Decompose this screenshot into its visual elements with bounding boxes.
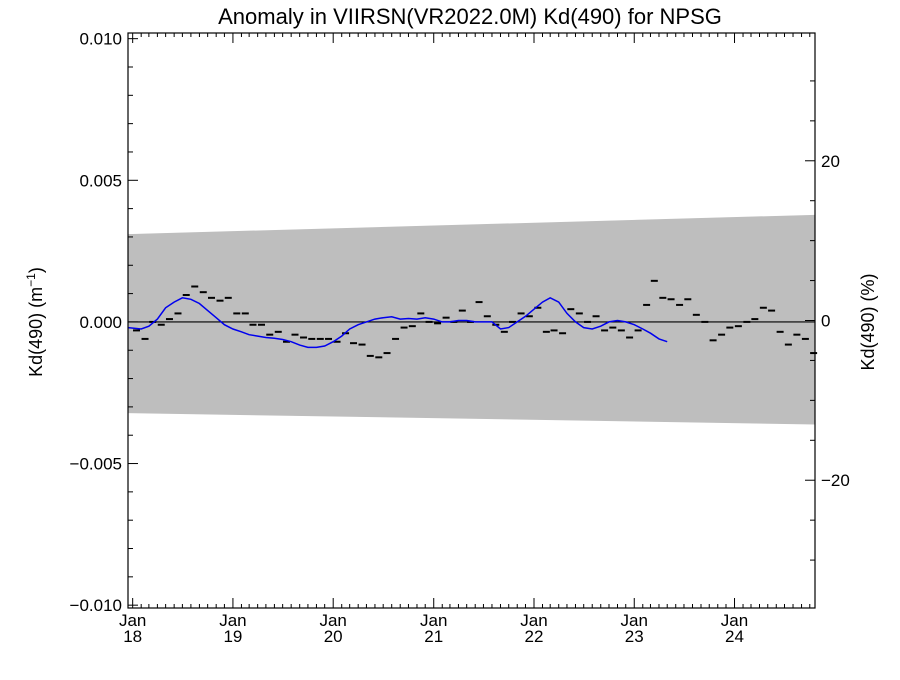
- y-tick-label: 0.005: [79, 171, 122, 190]
- y-axis-left-label-superscript: −1: [24, 273, 38, 287]
- x-tick-label-year: 22: [525, 627, 544, 646]
- y-right-tick-label: −20: [821, 471, 850, 490]
- y-axis-left-label-close: ): [26, 267, 46, 273]
- y-axis-left-label-main: Kd(490) (m: [26, 287, 46, 377]
- y-tick-label: −0.010: [70, 596, 122, 615]
- x-tick-label-year: 18: [123, 627, 142, 646]
- smoothed-anomaly-line: [128, 296, 668, 349]
- y-right-tick-label: 0: [821, 312, 830, 331]
- x-tick-label-month: Jan: [621, 611, 648, 630]
- x-tick-label-month: Jan: [319, 611, 346, 630]
- x-tick-label-month: Jan: [420, 611, 447, 630]
- x-tick-label-month: Jan: [520, 611, 547, 630]
- x-tick-label-month: Jan: [721, 611, 748, 630]
- x-tick-label-year: 19: [223, 627, 242, 646]
- monthly-anomaly-series: [133, 279, 818, 359]
- uncertainty-band: [128, 214, 815, 425]
- x-tick-label-month: Jan: [119, 611, 146, 630]
- y-right-tick-label: 20: [821, 152, 840, 171]
- chart-title: Anomaly in VIIRSN(VR2022.0M) Kd(490) for…: [218, 4, 722, 29]
- y-axis-right-label: Kd(490) (%): [858, 273, 878, 370]
- y-tick-label: −0.005: [70, 455, 122, 474]
- y-tick-label: 0.000: [79, 313, 122, 332]
- x-tick-label-year: 24: [725, 627, 744, 646]
- x-tick-label-month: Jan: [219, 611, 246, 630]
- x-tick-label-year: 21: [424, 627, 443, 646]
- y-axis-left-label: Kd(490) (m−1): [24, 267, 46, 377]
- plot-layer: −0.010−0.0050.0000.0050.010−20020Jan18Ja…: [70, 30, 850, 646]
- x-tick-label-year: 23: [625, 627, 644, 646]
- y-tick-label: 0.010: [79, 30, 122, 49]
- x-tick-label-year: 20: [324, 627, 343, 646]
